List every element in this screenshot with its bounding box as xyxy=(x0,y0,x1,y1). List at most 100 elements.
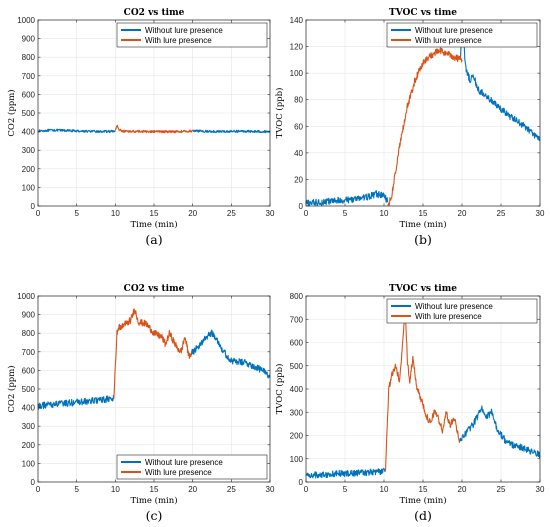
legend-label-2: With lure presence xyxy=(415,312,482,321)
x-tick-label: 25 xyxy=(497,485,506,494)
y-tick-label: 80 xyxy=(294,96,303,105)
chart-panel-2: 0 5 10 15 20 25 30 0 20 40 60 80 100 120 140 TVOC vs ti… xyxy=(274,8,545,247)
series-line-1-segment-2 xyxy=(190,329,271,379)
legend-box xyxy=(386,298,538,324)
y-tick-label: 100 xyxy=(290,69,304,78)
series-line-2-segment-1 xyxy=(385,306,461,471)
x-tick-label: 10 xyxy=(380,485,389,494)
chart-panel-1: 0 5 10 15 20 25 300100200300400500600700800900… xyxy=(6,8,275,247)
x-tick-label: 30 xyxy=(266,485,275,494)
y-tick-label: 100 xyxy=(22,459,36,468)
y-tick-label: 600 xyxy=(290,339,304,348)
legend-label-2: With lure presence xyxy=(145,468,212,477)
y-axis-label: TVOC (ppb) xyxy=(274,364,285,415)
x-tick-label: 0 xyxy=(304,209,309,218)
y-tick-label: 1000 xyxy=(17,292,35,301)
y-tick-label: 300 xyxy=(290,408,304,417)
y-tick-label: 500 xyxy=(290,362,304,371)
x-tick-label: 5 xyxy=(343,485,348,494)
x-tick-label: 25 xyxy=(227,485,236,494)
x-tick-label: 10 xyxy=(111,209,120,218)
x-tick-label: 10 xyxy=(380,209,389,218)
y-tick-label: 100 xyxy=(22,183,36,192)
y-axis-label: CO2 (ppm) xyxy=(6,89,17,136)
y-tick-label: 20 xyxy=(294,175,303,184)
y-tick-label: 200 xyxy=(22,441,36,450)
y-tick-label: 600 xyxy=(22,366,36,375)
x-tick-label: 25 xyxy=(227,209,236,218)
series-line-1-segment-1 xyxy=(305,468,386,479)
x-tick-label: 0 xyxy=(304,485,309,494)
y-tick-label: 0 xyxy=(299,202,304,211)
series-line-1-segment-1 xyxy=(37,394,115,410)
x-tick-label: 15 xyxy=(419,485,428,494)
chart-title: TVOC vs time xyxy=(389,284,457,294)
x-tick-label: 0 xyxy=(36,209,41,218)
y-tick-label: 200 xyxy=(290,432,304,441)
x-tick-label: 0 xyxy=(36,485,41,494)
panel-caption: (b) xyxy=(414,232,432,247)
y-axis-label: CO2 (ppm) xyxy=(6,365,17,412)
y-tick-label: 700 xyxy=(22,348,36,357)
x-tick-label: 20 xyxy=(188,485,197,494)
y-tick-label: 120 xyxy=(290,43,304,52)
x-tick-label: 30 xyxy=(266,209,275,218)
legend-box xyxy=(386,22,538,48)
legend-label-2: With lure presence xyxy=(145,36,212,45)
series-line-1-segment-2 xyxy=(459,405,541,459)
y-tick-label: 500 xyxy=(22,385,36,394)
y-tick-label: 0 xyxy=(31,478,36,487)
y-tick-label: 100 xyxy=(290,455,304,464)
legend-label-1: Without lure presence xyxy=(415,302,493,311)
y-tick-label: 200 xyxy=(22,165,36,174)
legend-label-1: Without lure presence xyxy=(415,26,493,35)
y-tick-label: 800 xyxy=(22,329,36,338)
x-tick-label: 20 xyxy=(458,209,467,218)
series-line-2-segment-1 xyxy=(387,47,463,207)
x-tick-label: 15 xyxy=(150,209,159,218)
x-tick-label: 15 xyxy=(150,485,159,494)
y-tick-label: 400 xyxy=(22,404,36,413)
series-line-2-segment-1 xyxy=(114,124,194,134)
y-tick-label: 900 xyxy=(22,311,36,320)
panel-caption: (a) xyxy=(145,232,162,247)
legend-label-1: Without lure presence xyxy=(145,458,223,467)
y-tick-label: 1000 xyxy=(17,16,35,25)
y-tick-label: 300 xyxy=(22,146,36,155)
y-tick-label: 800 xyxy=(290,292,304,301)
x-tick-label: 5 xyxy=(74,209,79,218)
x-axis-label: Time (min) xyxy=(130,219,177,230)
x-tick-label: 10 xyxy=(111,485,120,494)
x-tick-label: 5 xyxy=(74,485,79,494)
x-tick-label: 20 xyxy=(458,485,467,494)
chart-panel-4: 0 5 10 15 20 25 300100200300400500600700800TVO… xyxy=(274,284,545,523)
y-tick-label: 400 xyxy=(22,128,36,137)
chart-title: CO2 vs time xyxy=(124,284,185,294)
x-axis-label: Time (min) xyxy=(130,495,177,506)
x-tick-label: 20 xyxy=(188,209,197,218)
y-tick-label: 0 xyxy=(299,478,304,487)
y-axis-label: TVOC (ppb) xyxy=(274,88,285,139)
y-tick-label: 40 xyxy=(294,149,303,158)
chart-panel-3: 0 5 10 15 20 25 300100200300400500600700800900… xyxy=(6,284,275,523)
legend-label-2: With lure presence xyxy=(415,36,482,45)
y-tick-label: 140 xyxy=(290,16,304,25)
x-tick-label: 5 xyxy=(343,209,348,218)
series-line-1-segment-1 xyxy=(37,128,116,134)
panel-caption: (c) xyxy=(146,508,163,523)
x-tick-label: 25 xyxy=(497,209,506,218)
legend-label-1: Without lure presence xyxy=(145,26,223,35)
y-tick-label: 700 xyxy=(22,72,36,81)
x-tick-label: 15 xyxy=(419,209,428,218)
chart-title: CO2 vs time xyxy=(124,8,185,18)
chart-title: TVOC vs time xyxy=(389,8,457,18)
series-line-1-segment-1 xyxy=(305,190,389,207)
y-tick-label: 400 xyxy=(290,385,304,394)
y-tick-label: 60 xyxy=(294,122,303,131)
x-tick-label: 30 xyxy=(536,485,545,494)
